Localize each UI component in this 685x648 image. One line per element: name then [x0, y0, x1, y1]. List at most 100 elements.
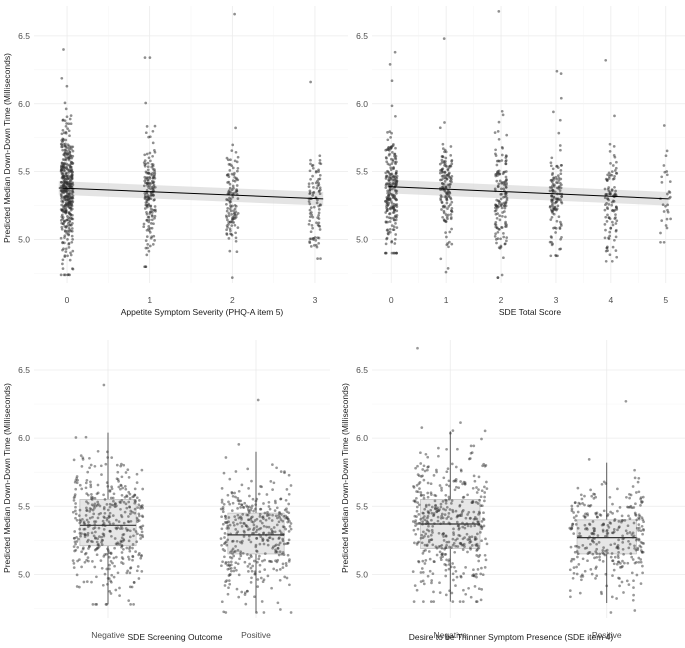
data-point: [583, 494, 586, 498]
data-point: [64, 211, 67, 214]
data-point: [94, 536, 97, 540]
data-point: [551, 242, 554, 246]
data-point: [244, 602, 248, 606]
data-point: [287, 530, 291, 533]
data-point: [261, 515, 264, 519]
data-point: [443, 547, 446, 551]
data-point: [613, 555, 617, 559]
data-point: [551, 171, 555, 175]
data-point: [283, 575, 287, 579]
data-point: [61, 128, 65, 132]
data-point: [246, 553, 249, 556]
data-point: [457, 486, 461, 490]
data-point: [258, 554, 261, 558]
data-point: [636, 480, 640, 484]
data-point: [595, 565, 598, 569]
data-point: [555, 69, 559, 73]
data-point: [389, 136, 392, 139]
data-point: [64, 230, 67, 233]
data-point: [388, 182, 392, 185]
data-point: [422, 478, 426, 482]
data-point: [124, 487, 128, 491]
data-point: [239, 521, 242, 525]
data-point: [105, 567, 109, 571]
data-point: [143, 191, 147, 195]
data-point: [605, 220, 609, 223]
data-point: [101, 519, 105, 523]
data-point: [423, 543, 427, 547]
data-point: [96, 491, 100, 495]
data-point: [97, 542, 100, 546]
data-point: [497, 120, 501, 124]
data-point: [483, 499, 486, 503]
data-point: [642, 528, 645, 532]
data-point: [390, 206, 394, 210]
data-point: [243, 591, 247, 595]
data-point: [629, 493, 633, 497]
data-point: [479, 572, 483, 576]
data-point: [500, 273, 504, 277]
data-point: [85, 506, 88, 510]
data-point: [233, 223, 237, 227]
data-point: [576, 552, 580, 556]
data-point: [126, 468, 130, 472]
data-point: [62, 210, 65, 214]
data-point: [632, 593, 635, 597]
data-point: [395, 215, 398, 219]
data-point: [234, 190, 238, 194]
data-point: [551, 202, 554, 206]
data-point: [222, 502, 226, 506]
data-point: [150, 235, 154, 239]
data-point: [62, 178, 66, 181]
data-point: [116, 571, 120, 575]
data-point: [94, 530, 97, 534]
data-point: [62, 143, 66, 146]
data-point: [426, 468, 429, 472]
data-point: [254, 503, 258, 506]
data-point: [273, 509, 277, 512]
data-point: [76, 546, 80, 549]
data-point: [482, 518, 486, 521]
data-point: [417, 522, 421, 525]
data-point: [572, 511, 575, 514]
data-point: [627, 583, 631, 586]
data-point: [451, 543, 455, 547]
data-point: [289, 484, 293, 487]
data-point: [450, 200, 454, 204]
data-point: [69, 122, 73, 126]
data-point: [445, 201, 449, 205]
data-point: [458, 504, 462, 508]
data-point: [144, 201, 148, 204]
data-point: [469, 444, 473, 448]
data-point: [70, 204, 74, 208]
data-point: [266, 574, 270, 578]
data-point: [106, 549, 110, 552]
data-point: [220, 564, 223, 568]
data-point: [618, 506, 622, 509]
data-point: [588, 522, 591, 526]
data-point: [639, 496, 643, 499]
data-point: [312, 244, 316, 247]
data-point: [260, 600, 264, 603]
data-point: [132, 534, 135, 538]
data-point: [444, 156, 448, 160]
data-point: [624, 529, 628, 533]
data-point: [472, 568, 475, 572]
data-point: [82, 580, 86, 584]
data-point: [287, 511, 291, 515]
x-tick-label: 2: [499, 295, 504, 305]
data-point: [439, 257, 443, 261]
data-point: [461, 521, 464, 525]
data-point: [65, 84, 69, 88]
data-point: [415, 515, 418, 518]
data-point: [624, 399, 628, 403]
data-point: [234, 126, 237, 130]
data-point: [148, 135, 152, 139]
data-point: [108, 505, 112, 509]
data-point: [227, 500, 230, 504]
data-point: [249, 540, 253, 544]
data-point: [584, 527, 587, 531]
data-point: [607, 189, 611, 193]
data-point: [234, 236, 238, 240]
data-point: [495, 163, 499, 167]
